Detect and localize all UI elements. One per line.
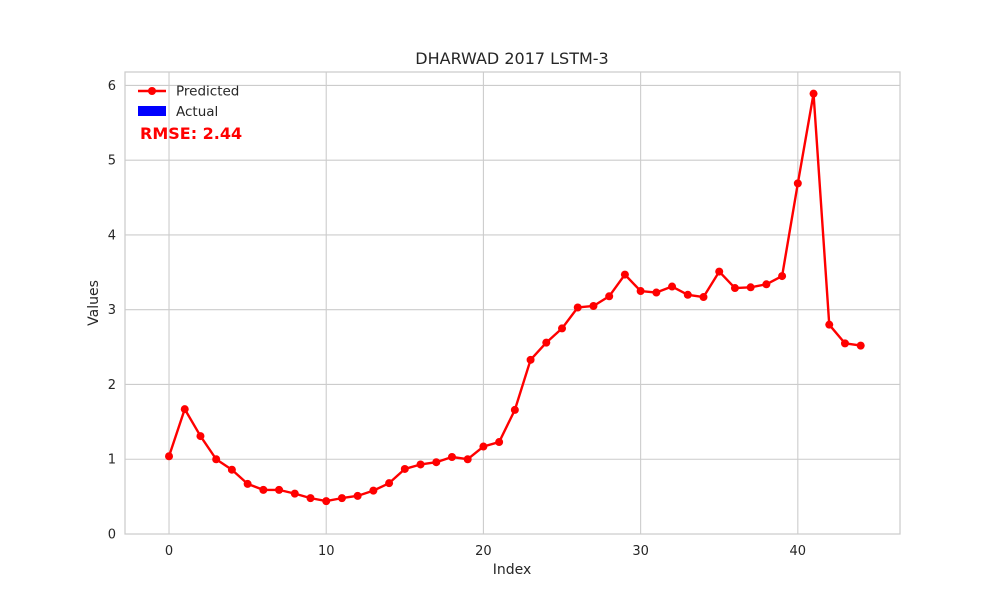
data-point-predicted [573,303,582,312]
data-point-predicted [558,324,567,333]
y-tick-label: 6 [108,79,116,94]
data-point-predicted [668,282,677,291]
data-point-predicted [526,355,535,364]
data-point-predicted [432,458,441,467]
y-tick-label: 1 [108,453,116,468]
y-tick-label: 3 [108,303,116,318]
y-tick-label: 5 [108,154,116,169]
data-point-predicted [290,489,299,498]
data-point-predicted [400,464,409,473]
y-tick-label: 2 [108,378,116,393]
data-point-predicted [510,405,519,414]
plot-frame [124,71,901,535]
x-axis-label: Index [493,562,532,578]
data-point-predicted [212,455,221,464]
data-point-predicted [180,405,189,414]
data-point-predicted [165,452,174,461]
data-point-predicted [227,465,236,474]
data-point-predicted [840,339,849,348]
data-point-predicted [683,290,692,299]
legend-predicted-label: Predicted [176,84,239,100]
data-point-predicted [589,301,598,310]
data-point-predicted [447,453,456,461]
data-point-predicted [416,460,425,469]
data-point-predicted [793,179,802,188]
data-point-predicted [322,497,331,506]
data-point-predicted [762,280,771,289]
data-point-predicted [196,432,205,441]
data-point-predicted [479,442,488,451]
data-point-predicted [809,89,818,98]
legend: Predicted Actual [138,84,239,120]
data-point-predicted [620,270,629,279]
x-tick-label: 10 [318,544,335,559]
chart-title: DHARWAD 2017 LSTM-3 [415,49,608,68]
data-point-predicted [825,320,834,329]
data-point-predicted [715,267,724,276]
legend-actual-label: Actual [176,104,218,120]
data-point-predicted [605,292,614,301]
data-point-predicted [353,491,362,500]
data-point-predicted [275,485,284,494]
data-point-predicted [369,486,378,495]
data-point-predicted [259,485,268,494]
data-point-predicted [636,287,645,296]
data-point-predicted [243,479,252,488]
x-tick-label: 30 [632,544,649,559]
data-point-predicted [306,494,315,503]
data-point-predicted [652,288,661,297]
tick-labels: 0 10 20 30 40 0 1 2 3 4 5 6 [108,79,806,559]
data-point-predicted [699,293,708,302]
y-axis-label: Values [86,280,102,326]
legend-predicted-marker-swatch [148,87,156,95]
data-point-predicted [730,284,739,293]
x-tick-label: 0 [165,544,173,559]
data-point-predicted [746,283,755,292]
x-tick-label: 20 [475,544,492,559]
data-point-predicted [542,338,551,347]
x-tick-label: 40 [790,544,807,559]
legend-actual-swatch [138,106,166,116]
data-point-predicted [385,479,394,488]
series [165,89,865,506]
data-point-predicted [463,455,472,464]
rmse-annotation: RMSE: 2.44 [140,124,242,143]
data-point-predicted [778,272,787,281]
y-tick-label: 0 [108,528,116,543]
data-point-predicted [856,341,865,350]
data-point-predicted [495,438,504,447]
plot-area [125,72,900,534]
data-point-predicted [337,494,346,503]
y-tick-label: 4 [108,228,116,243]
